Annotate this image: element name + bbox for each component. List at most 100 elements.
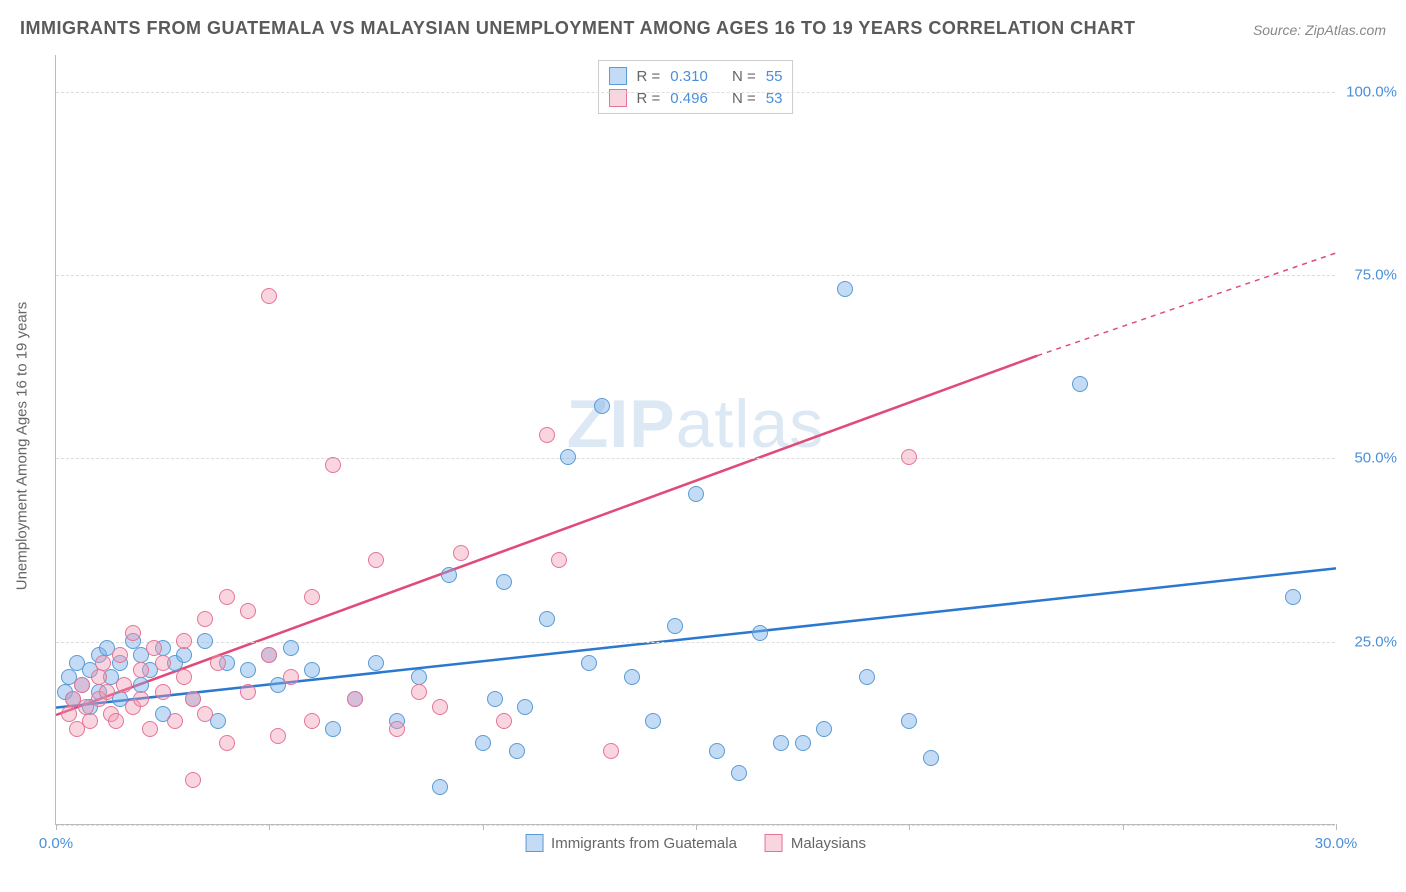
- scatter-point-b: [74, 677, 90, 693]
- y-tick-label: 75.0%: [1342, 267, 1397, 284]
- correlation-legend: R = 0.310 N = 55 R = 0.496 N = 53: [598, 60, 794, 114]
- chart-title: IMMIGRANTS FROM GUATEMALA VS MALAYSIAN U…: [20, 18, 1136, 39]
- scatter-point-a: [923, 750, 939, 766]
- x-tick: [1336, 824, 1337, 830]
- scatter-point-b: [240, 603, 256, 619]
- scatter-point-a: [475, 735, 491, 751]
- scatter-point-b: [133, 662, 149, 678]
- x-tick: [269, 824, 270, 830]
- x-tick: [696, 824, 697, 830]
- scatter-point-a: [197, 633, 213, 649]
- x-tick: [483, 824, 484, 830]
- scatter-point-b: [551, 552, 567, 568]
- scatter-point-b: [91, 669, 107, 685]
- legend-item-a: Immigrants from Guatemala: [525, 834, 737, 852]
- scatter-point-a: [496, 574, 512, 590]
- scatter-point-a: [816, 721, 832, 737]
- scatter-point-b: [304, 713, 320, 729]
- scatter-point-a: [283, 640, 299, 656]
- scatter-point-b: [219, 589, 235, 605]
- scatter-point-b: [304, 589, 320, 605]
- scatter-point-a: [594, 398, 610, 414]
- scatter-point-a: [539, 611, 555, 627]
- watermark: ZIPatlas: [567, 385, 824, 463]
- scatter-point-a: [411, 669, 427, 685]
- x-tick: [56, 824, 57, 830]
- scatter-point-b: [432, 699, 448, 715]
- scatter-point-a: [133, 677, 149, 693]
- scatter-point-a: [432, 779, 448, 795]
- x-tick: [909, 824, 910, 830]
- scatter-point-b: [176, 669, 192, 685]
- scatter-point-b: [261, 288, 277, 304]
- x-tick-label: 30.0%: [1315, 835, 1358, 852]
- scatter-point-a: [304, 662, 320, 678]
- scatter-point-a: [752, 625, 768, 641]
- gridline: [56, 458, 1335, 459]
- trend-line: [56, 356, 1037, 715]
- scatter-point-a: [487, 691, 503, 707]
- scatter-point-b: [197, 706, 213, 722]
- scatter-point-a: [688, 486, 704, 502]
- scatter-point-b: [133, 691, 149, 707]
- scatter-point-a: [517, 699, 533, 715]
- source-attribution: Source: ZipAtlas.com: [1253, 22, 1386, 38]
- scatter-point-b: [155, 655, 171, 671]
- scatter-point-a: [731, 765, 747, 781]
- scatter-point-b: [125, 625, 141, 641]
- scatter-point-a: [709, 743, 725, 759]
- trend-lines-layer: [56, 55, 1335, 824]
- scatter-point-a: [645, 713, 661, 729]
- scatter-point-b: [61, 706, 77, 722]
- y-tick-label: 25.0%: [1342, 633, 1397, 650]
- x-tick-label: 0.0%: [39, 835, 73, 852]
- scatter-point-b: [167, 713, 183, 729]
- scatter-point-a: [581, 655, 597, 671]
- scatter-point-b: [496, 713, 512, 729]
- n-value-a: 55: [766, 68, 783, 85]
- scatter-point-b: [112, 647, 128, 663]
- gridline: [56, 642, 1335, 643]
- scatter-point-b: [240, 684, 256, 700]
- scatter-point-b: [210, 655, 226, 671]
- scatter-point-a: [560, 449, 576, 465]
- plot-area: ZIPatlas R = 0.310 N = 55 R = 0.496 N = …: [55, 55, 1335, 825]
- legend-label-a: Immigrants from Guatemala: [551, 835, 737, 852]
- y-axis-label: Unemployment Among Ages 16 to 19 years: [14, 302, 31, 591]
- scatter-point-b: [901, 449, 917, 465]
- x-tick: [1123, 824, 1124, 830]
- scatter-point-b: [185, 691, 201, 707]
- legend-swatch-a2: [525, 834, 543, 852]
- legend-item-b: Malaysians: [765, 834, 866, 852]
- trend-line: [1037, 253, 1336, 356]
- legend-row-series-b: R = 0.496 N = 53: [609, 87, 783, 109]
- scatter-point-a: [667, 618, 683, 634]
- scatter-point-b: [261, 647, 277, 663]
- scatter-point-b: [116, 677, 132, 693]
- scatter-point-b: [197, 611, 213, 627]
- scatter-point-a: [837, 281, 853, 297]
- scatter-point-a: [509, 743, 525, 759]
- scatter-point-a: [368, 655, 384, 671]
- scatter-point-b: [411, 684, 427, 700]
- scatter-point-b: [389, 721, 405, 737]
- scatter-point-a: [441, 567, 457, 583]
- scatter-point-b: [142, 721, 158, 737]
- scatter-point-b: [155, 684, 171, 700]
- scatter-point-a: [901, 713, 917, 729]
- scatter-point-b: [270, 728, 286, 744]
- scatter-point-b: [603, 743, 619, 759]
- scatter-point-a: [624, 669, 640, 685]
- scatter-point-b: [325, 457, 341, 473]
- scatter-point-b: [347, 691, 363, 707]
- gridline: [56, 275, 1335, 276]
- y-tick-label: 50.0%: [1342, 450, 1397, 467]
- r-value-a: 0.310: [670, 68, 708, 85]
- scatter-point-b: [539, 427, 555, 443]
- legend-label-b: Malaysians: [791, 835, 866, 852]
- gridline: [56, 92, 1335, 93]
- scatter-point-b: [99, 684, 115, 700]
- scatter-point-a: [1285, 589, 1301, 605]
- scatter-point-a: [176, 647, 192, 663]
- scatter-point-a: [240, 662, 256, 678]
